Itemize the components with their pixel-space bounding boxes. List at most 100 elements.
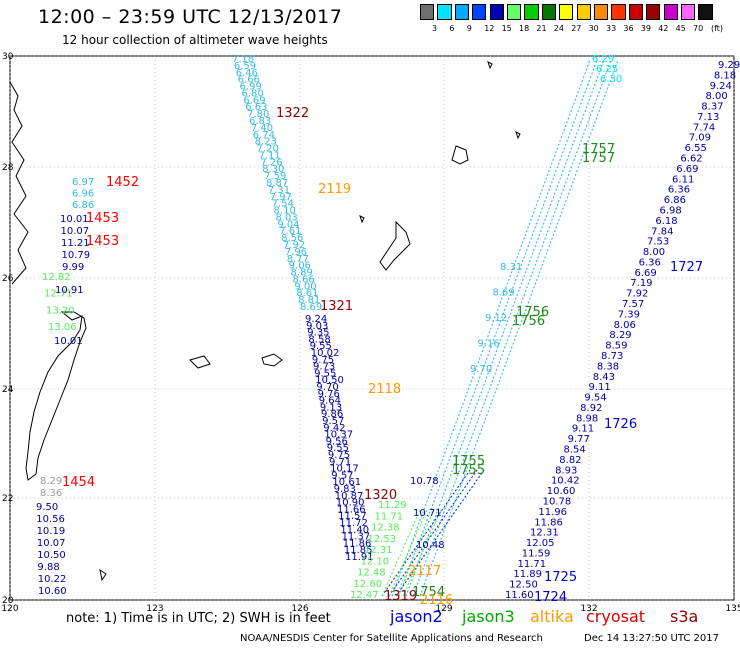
- swh-value: 9.86: [321, 409, 343, 420]
- swh-value: 9.12: [485, 313, 507, 324]
- swh-value: 9.35: [307, 328, 329, 339]
- swh-labels: 7.186.596.466.666.996.806.696.637.806.83…: [36, 54, 740, 608]
- swh-value: 12.82: [42, 272, 71, 283]
- miyako-island: [261, 353, 283, 367]
- legend-s3a: s3a: [670, 607, 699, 626]
- lat-label: 28: [2, 163, 14, 173]
- swh-value: 10.87: [335, 491, 364, 502]
- pass-time-label: 2116: [420, 593, 453, 608]
- swh-value: 10.07: [61, 226, 90, 237]
- swh-value: 9.04: [277, 219, 299, 230]
- scale-swatch: [507, 4, 522, 20]
- swh-value: 6.25: [596, 64, 618, 75]
- swh-value: 8.56: [281, 233, 303, 244]
- swh-value: 6.69: [676, 164, 698, 175]
- swh-value: 8.37: [701, 102, 723, 113]
- scale-label: 36: [623, 24, 634, 33]
- swh-value: 6.36: [668, 185, 690, 196]
- ground-track: [398, 59, 598, 597]
- swh-value: 10.01: [54, 336, 83, 347]
- pass-time-label: 1755: [452, 463, 485, 478]
- swh-value: 11.89: [513, 569, 542, 580]
- swh-value: 9.70: [470, 364, 492, 375]
- pass-time-label: 1453: [86, 211, 119, 226]
- swh-value: 8.93: [555, 465, 577, 476]
- swh-value: 10.42: [551, 476, 580, 487]
- swh-value: 11.21: [61, 238, 90, 249]
- pass-time-label: 1755: [452, 454, 485, 469]
- swh-value: 10.60: [547, 486, 576, 497]
- swh-value: 8.69: [300, 302, 322, 313]
- swh-value: 10.07: [37, 538, 66, 549]
- scale-swatch: [594, 4, 609, 20]
- scale-label: 6: [449, 24, 455, 33]
- scale-label: 33: [606, 24, 617, 33]
- swh-value: 12.38: [371, 523, 400, 534]
- swh-value: 7.39: [618, 309, 640, 320]
- scale-label: 27: [571, 24, 582, 33]
- swh-value: 11.86: [534, 517, 563, 528]
- swh-value: 9.99: [62, 262, 84, 273]
- swh-value: 6.11: [672, 174, 694, 185]
- swh-value: 6.98: [660, 205, 682, 216]
- swh-value: 6.30: [600, 74, 622, 85]
- swh-value: 8.61: [296, 288, 318, 299]
- lat-label: 20: [2, 596, 14, 606]
- swh-value: 9.11: [589, 382, 611, 393]
- swh-value: 7.92: [283, 240, 305, 251]
- swh-value: 9.55: [314, 368, 336, 379]
- legend-jason3: jason3: [462, 607, 515, 626]
- swh-value: 6.69: [634, 268, 656, 279]
- swh-value: 6.18: [655, 216, 677, 227]
- swh-value: 9.11: [572, 424, 594, 435]
- swh-value: 10.50: [37, 550, 66, 561]
- swh-value: 10.19: [37, 526, 66, 537]
- swh-value: 8.29: [40, 476, 62, 487]
- swh-value: 8.03: [275, 212, 297, 223]
- legend-jason2: jason2: [390, 607, 443, 626]
- swh-value: 9.56: [326, 436, 348, 447]
- swh-value: 7.96: [285, 247, 307, 258]
- swh-value: 7.61: [279, 226, 301, 237]
- scale-swatch: [437, 4, 452, 20]
- scale-swatch: [646, 4, 661, 20]
- swh-value: 7.57: [622, 299, 644, 310]
- scale-swatch: [698, 4, 713, 20]
- swh-value: 11.71: [518, 559, 547, 570]
- lon-label: 126: [291, 604, 308, 614]
- scale-swatch: [663, 4, 678, 20]
- lon-label: 120: [1, 604, 18, 614]
- scale-unit-label: (ft): [711, 24, 724, 33]
- swh-value: 10.79: [62, 250, 91, 261]
- swh-value: 10.17: [330, 464, 359, 475]
- scale-label: 21: [536, 24, 547, 33]
- swh-value: 10.91: [55, 285, 84, 296]
- pass-time-label: 2118: [368, 382, 401, 397]
- swh-value: 9.06: [289, 261, 311, 272]
- swh-value: 11.85: [344, 545, 373, 556]
- okinawa-island: [379, 220, 411, 271]
- scale-label: 30: [588, 24, 599, 33]
- scale-label: 70: [693, 24, 704, 33]
- scale-label: 45: [675, 24, 686, 33]
- swh-value: 12.31: [530, 528, 559, 539]
- swh-value: 11.66: [337, 504, 366, 515]
- swh-value: 9.55: [327, 443, 349, 454]
- swh-value: 9.13: [320, 402, 342, 413]
- swh-value: 9.55: [310, 341, 332, 352]
- swh-value: 10.71: [413, 508, 442, 519]
- pass-time-label: 1754: [412, 585, 445, 600]
- small-island-1: [515, 131, 521, 140]
- swh-value: 13.06: [48, 322, 77, 333]
- swh-value: 7.59: [264, 171, 286, 182]
- coastline: [9, 61, 521, 582]
- swh-value: 8.54: [563, 445, 585, 456]
- amami-island: [451, 145, 469, 165]
- swh-value: 8.58: [308, 334, 330, 345]
- scale-label: 39: [640, 24, 651, 33]
- swh-value: 9.54: [584, 393, 606, 404]
- swh-value: 9.73: [313, 362, 335, 373]
- lat-label: 22: [2, 494, 13, 504]
- swh-value: 9.16: [478, 339, 500, 350]
- swh-value: 8.31: [500, 262, 522, 273]
